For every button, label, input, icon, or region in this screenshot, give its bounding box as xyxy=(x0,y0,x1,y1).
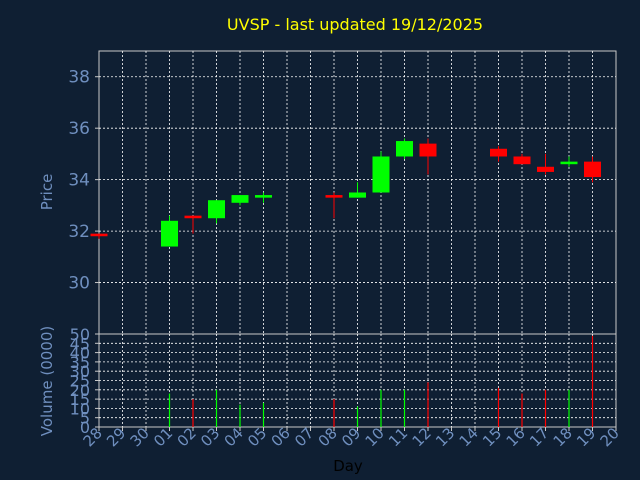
x-tick-label: 03 xyxy=(197,424,223,450)
x-tick-label: 05 xyxy=(244,424,270,450)
price-panel: 30 32 34 36 38 xyxy=(68,50,617,335)
candle-body xyxy=(208,200,225,219)
x-tick-label: 09 xyxy=(338,424,364,450)
candle-body xyxy=(584,161,601,178)
volume-axis-label: Volume (0000) xyxy=(38,326,56,436)
x-tick-label: 18 xyxy=(550,424,576,450)
x-tick-label: 30 xyxy=(127,424,153,450)
candle-body xyxy=(231,195,249,203)
x-tick-label: 14 xyxy=(456,424,482,450)
volume-tick-label: 45 xyxy=(70,334,90,353)
candle-body xyxy=(560,161,578,165)
volume-tick-label: 0 xyxy=(80,418,90,437)
candle-body xyxy=(161,220,178,247)
volume-tick-label: 30 xyxy=(70,362,90,381)
chart-title: UVSP - last updated 19/12/2025 xyxy=(227,15,483,34)
candle-body xyxy=(490,148,507,157)
candle-body xyxy=(419,143,437,157)
candle-body xyxy=(372,156,390,193)
volume-tick-label: 50 xyxy=(70,325,90,344)
candle-body xyxy=(90,233,108,237)
price-tick-label: 34 xyxy=(68,171,90,191)
price-tick-label: 30 xyxy=(68,274,90,294)
x-tick-label: 01 xyxy=(150,424,176,450)
x-tick-label: 12 xyxy=(409,424,435,450)
price-tick-label: 32 xyxy=(68,222,90,242)
volume-tick-label: 15 xyxy=(70,390,90,409)
price-tick-label: 36 xyxy=(68,119,90,139)
volume-tick-label: 20 xyxy=(70,381,90,400)
x-tick-label: 08 xyxy=(315,424,341,450)
candle-body xyxy=(255,195,272,198)
volume-tick-label: 40 xyxy=(70,344,90,363)
price-tick-label: 38 xyxy=(68,68,90,88)
volume-tick-label: 25 xyxy=(70,372,90,391)
x-tick-label: 11 xyxy=(385,424,411,450)
x-axis-label: Day xyxy=(333,457,363,475)
x-tick-label: 16 xyxy=(503,424,529,450)
candle-body xyxy=(184,215,202,219)
candle-body xyxy=(537,166,554,172)
volume-tick-label: 5 xyxy=(80,409,90,428)
volume-tick-label: 10 xyxy=(70,399,90,418)
candle-body xyxy=(513,156,531,165)
x-tick-label: 17 xyxy=(526,424,552,450)
x-tick-label: 10 xyxy=(362,424,388,450)
x-tick-label: 15 xyxy=(479,424,505,450)
x-tick-label: 20 xyxy=(597,424,623,450)
candle-body xyxy=(349,192,366,198)
x-tick-label: 13 xyxy=(432,424,458,450)
candle-body xyxy=(325,195,343,198)
x-tick-label: 02 xyxy=(174,424,200,450)
volume-tick-label: 35 xyxy=(70,353,90,372)
price-axis-label: Price xyxy=(38,174,56,211)
x-tick-label: 29 xyxy=(103,424,129,450)
x-tick-label: 19 xyxy=(573,424,599,450)
x-tick-label: 04 xyxy=(221,424,247,450)
x-tick-label: 06 xyxy=(268,424,294,450)
candle-body xyxy=(396,141,413,157)
x-axis: 2829300102030405060708091011121314151617… xyxy=(80,424,623,450)
x-tick-label: 07 xyxy=(291,424,317,450)
